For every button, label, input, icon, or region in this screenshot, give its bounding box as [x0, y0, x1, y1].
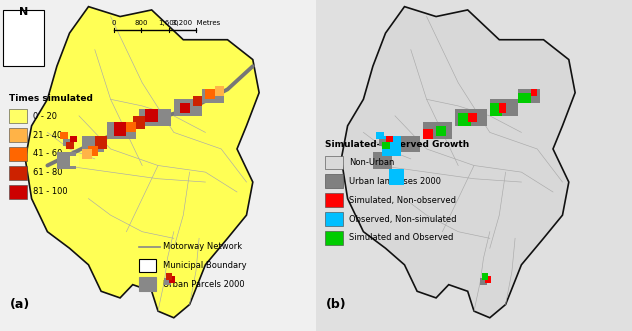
Bar [325, 156, 343, 169]
Bar [180, 103, 190, 113]
Text: 800: 800 [135, 20, 148, 26]
Bar [70, 156, 79, 166]
Bar [174, 99, 202, 116]
Bar [82, 136, 104, 152]
Text: Times simulated: Times simulated [9, 94, 94, 103]
Text: 21 - 40: 21 - 40 [33, 130, 63, 140]
Text: 61 - 80: 61 - 80 [33, 168, 63, 177]
Bar [60, 132, 68, 139]
Bar [373, 152, 392, 169]
Text: Non-Urban: Non-Urban [349, 158, 394, 167]
Bar [325, 193, 343, 207]
Bar [57, 152, 76, 169]
Bar [193, 96, 202, 106]
Text: 3,200  Metres: 3,200 Metres [172, 20, 220, 26]
Text: 81 - 100: 81 - 100 [33, 187, 68, 196]
Polygon shape [341, 7, 575, 318]
Bar [468, 113, 477, 122]
Bar [139, 277, 156, 291]
Bar [518, 89, 540, 103]
Bar [66, 142, 74, 149]
Text: (b): (b) [325, 298, 346, 311]
Bar [126, 122, 136, 132]
Bar [166, 273, 172, 280]
Text: 0: 0 [111, 20, 116, 26]
Bar [205, 89, 215, 99]
Bar [139, 259, 156, 272]
Text: Simulated-Observed Growth: Simulated-Observed Growth [325, 140, 470, 149]
Bar [423, 122, 452, 139]
Bar [325, 212, 343, 226]
Bar [518, 93, 531, 103]
Bar [9, 185, 27, 199]
Text: 0 - 20: 0 - 20 [33, 112, 57, 121]
Polygon shape [25, 7, 259, 318]
Text: Observed, Non-simulated: Observed, Non-simulated [349, 214, 457, 224]
Bar [386, 136, 393, 142]
Bar [9, 128, 27, 142]
Bar [325, 174, 343, 188]
Text: Urban Parcels 2000: Urban Parcels 2000 [163, 280, 245, 289]
Bar [145, 109, 158, 122]
Bar [169, 276, 175, 283]
Text: (a): (a) [9, 298, 30, 311]
Bar [88, 146, 98, 156]
Text: 1,600: 1,600 [159, 20, 179, 26]
Bar [70, 136, 77, 142]
Bar [95, 136, 107, 149]
Bar [485, 276, 492, 283]
Text: Municipal Boundary: Municipal Boundary [163, 261, 246, 270]
Bar [389, 169, 404, 185]
Bar [9, 147, 27, 161]
Bar [376, 132, 384, 139]
Bar [133, 116, 145, 129]
Bar [382, 142, 390, 149]
Bar [480, 278, 487, 285]
Bar [423, 129, 433, 139]
Bar [436, 126, 446, 136]
Bar [9, 166, 27, 180]
Bar [164, 278, 171, 285]
Bar [215, 86, 224, 96]
Text: Urban land uses 2000: Urban land uses 2000 [349, 177, 441, 186]
Bar [531, 89, 537, 96]
Bar [490, 103, 502, 116]
Bar [325, 231, 343, 245]
Bar [9, 109, 27, 123]
Bar [114, 122, 126, 136]
Bar [398, 136, 420, 152]
Text: Simulated, Non-observed: Simulated, Non-observed [349, 196, 456, 205]
Bar [107, 122, 136, 139]
Text: 41 - 60: 41 - 60 [33, 149, 63, 159]
Bar [3, 10, 44, 66]
Bar [382, 136, 401, 156]
Bar [139, 109, 171, 126]
Bar [482, 273, 488, 280]
Bar [499, 103, 506, 113]
Bar [458, 113, 471, 126]
Text: Simulated and Observed: Simulated and Observed [349, 233, 454, 243]
Bar [82, 149, 92, 159]
Bar [202, 89, 224, 103]
Bar [379, 139, 387, 146]
Text: N: N [19, 7, 28, 17]
Bar [455, 109, 487, 126]
Bar [63, 139, 71, 146]
Bar [490, 99, 518, 116]
Text: Motorway Network: Motorway Network [163, 242, 242, 251]
